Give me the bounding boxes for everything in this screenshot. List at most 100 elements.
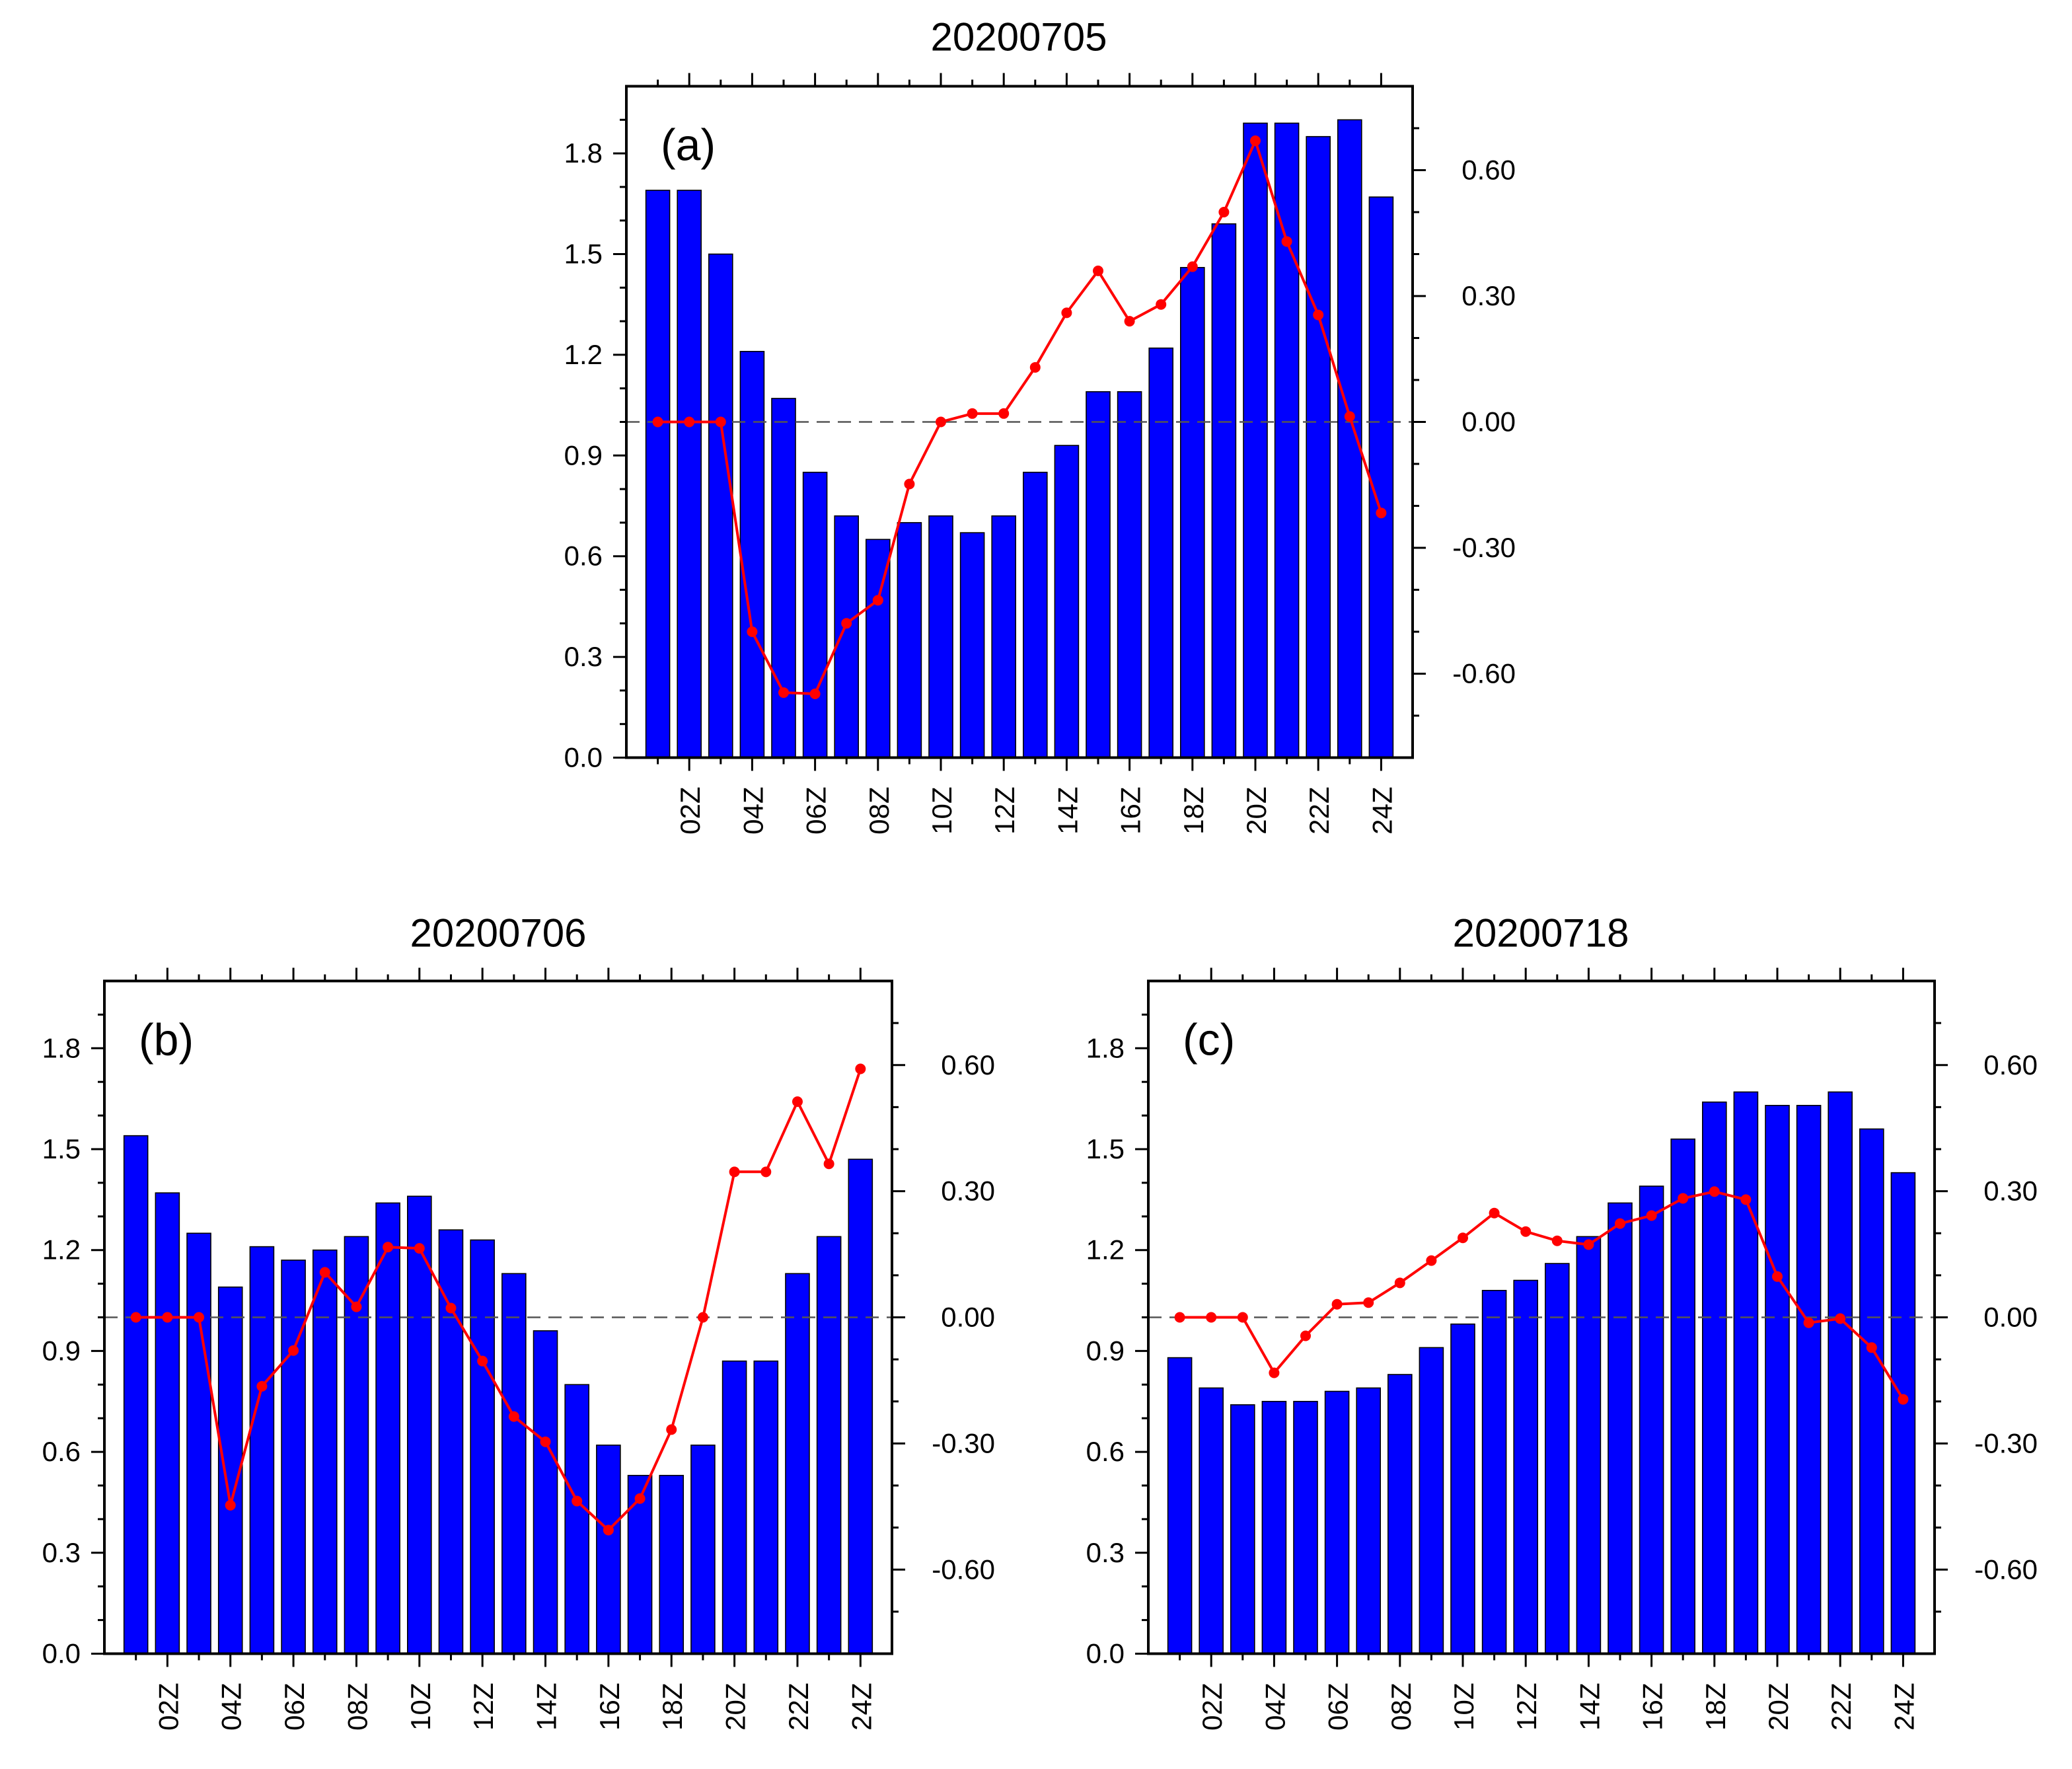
right-tick-label: 0.00 xyxy=(1462,406,1516,437)
bar-20Z xyxy=(722,1360,747,1655)
bar-13Z xyxy=(1023,471,1048,759)
line-point-05Z xyxy=(778,687,789,698)
line-point-18Z xyxy=(1187,261,1198,272)
line-point-23Z xyxy=(1344,411,1355,422)
right-tick-label: 0.30 xyxy=(941,1176,995,1207)
x-tick-label: 14Z xyxy=(1052,787,1083,835)
bar-01Z xyxy=(645,190,671,759)
x-tick-label: 18Z xyxy=(1700,1683,1731,1731)
bar-01Z xyxy=(123,1135,149,1655)
line-point-03Z xyxy=(1237,1312,1248,1323)
line-point-24Z xyxy=(1376,508,1387,519)
line-point-06Z xyxy=(288,1345,299,1356)
left-tick-label: 1.5 xyxy=(1086,1133,1125,1164)
left-tick-label: 1.2 xyxy=(42,1234,81,1265)
line-point-19Z xyxy=(1740,1194,1752,1205)
right-tick-label: -0.60 xyxy=(1452,658,1516,689)
left-tick-label: 1.5 xyxy=(564,239,603,270)
bar-19Z xyxy=(690,1445,716,1655)
left-tick-label: 0.9 xyxy=(1086,1335,1125,1366)
left-tick-label: 1.8 xyxy=(1086,1032,1125,1063)
x-tick-label: 12Z xyxy=(468,1683,499,1731)
bar-13Z xyxy=(501,1273,527,1655)
right-tick-label: 0.60 xyxy=(1983,1049,2038,1080)
bar-03Z xyxy=(708,253,733,759)
line-point-22Z xyxy=(792,1096,803,1108)
chart-title: 20200706 xyxy=(410,911,587,956)
x-tick-label: 02Z xyxy=(153,1683,184,1731)
bar-16Z xyxy=(1639,1186,1664,1655)
x-tick-label: 20Z xyxy=(720,1683,751,1731)
line-point-08Z xyxy=(872,595,883,606)
left-tick-label: 1.2 xyxy=(1086,1234,1125,1265)
line-point-10Z xyxy=(414,1243,425,1254)
chart-title: 20200705 xyxy=(931,15,1107,59)
line-point-11Z xyxy=(1489,1207,1500,1219)
bar-06Z xyxy=(1324,1390,1350,1655)
line-point-01Z xyxy=(652,416,663,428)
bar-21Z xyxy=(1274,122,1300,759)
line-point-22Z xyxy=(1835,1313,1846,1324)
x-tick-label: 02Z xyxy=(675,787,706,835)
x-tick-label: 16Z xyxy=(1637,1683,1668,1731)
x-tick-label: 24Z xyxy=(1366,787,1397,835)
left-tick-label: 0.0 xyxy=(564,742,603,773)
x-tick-label: 08Z xyxy=(342,1683,373,1731)
left-tick-label: 0.3 xyxy=(564,641,603,672)
x-tick-label: 24Z xyxy=(846,1683,877,1731)
bar-06Z xyxy=(802,471,828,759)
right-tick-label: -0.30 xyxy=(1452,532,1516,563)
bar-15Z xyxy=(1086,391,1111,759)
right-tick-label: 0.00 xyxy=(941,1302,995,1333)
line-point-09Z xyxy=(383,1242,394,1253)
panel-a: 20200705 0.0 0.3 0.6 0.9 1.2 1.5 1.8 -0.60 -0.30 0… xyxy=(564,15,1516,835)
line-series xyxy=(135,1068,862,1532)
line-point-24Z xyxy=(855,1063,866,1074)
line-point-02Z xyxy=(162,1312,173,1323)
line-point-18Z xyxy=(1709,1186,1720,1197)
bar-17Z xyxy=(1148,347,1173,759)
x-tick-label: 04Z xyxy=(1259,1683,1290,1731)
bar-18Z xyxy=(1702,1101,1727,1655)
x-tick-label: 22Z xyxy=(1304,787,1335,835)
x-tick-label: 04Z xyxy=(216,1683,247,1731)
line-point-18Z xyxy=(666,1424,677,1435)
line-point-01Z xyxy=(130,1312,141,1323)
line-point-16Z xyxy=(1646,1210,1657,1221)
bar-05Z xyxy=(1293,1400,1318,1655)
left-tick-label: 1.2 xyxy=(564,339,603,370)
line-point-19Z xyxy=(1218,207,1230,217)
panel-c: 20200718 0.0 0.3 0.6 0.9 1.2 1.5 1.8 -0.60 -0.30 0… xyxy=(1086,911,2038,1731)
bar-14Z xyxy=(533,1330,558,1655)
bar-10Z xyxy=(1450,1323,1475,1655)
bar-23Z xyxy=(1859,1128,1884,1655)
line-point-07Z xyxy=(1363,1297,1374,1308)
line-point-13Z xyxy=(1551,1235,1563,1246)
left-tick-label: 1.5 xyxy=(42,1133,81,1164)
bar-24Z xyxy=(848,1158,873,1655)
bar-02Z xyxy=(155,1192,180,1655)
line-point-17Z xyxy=(1678,1193,1689,1204)
right-tick-label: 0.60 xyxy=(1462,155,1516,186)
x-tick-label: 10Z xyxy=(926,787,957,835)
bar-07Z xyxy=(1356,1387,1381,1655)
line-point-17Z xyxy=(634,1493,646,1504)
bar-23Z xyxy=(816,1236,842,1655)
line-point-02Z xyxy=(1206,1312,1217,1323)
line-point-22Z xyxy=(1313,309,1324,320)
bar-15Z xyxy=(564,1384,590,1655)
right-tick-label: 0.60 xyxy=(941,1049,995,1080)
bar-14Z xyxy=(1054,445,1080,759)
bar-17Z xyxy=(1670,1138,1695,1655)
bar-22Z xyxy=(1828,1091,1853,1655)
x-tick-label: 16Z xyxy=(594,1683,625,1731)
right-tick-label: -0.60 xyxy=(1974,1554,2038,1585)
bar-12Z xyxy=(1513,1279,1538,1655)
line-point-08Z xyxy=(1394,1277,1405,1289)
x-tick-label: 20Z xyxy=(1241,787,1272,835)
line-point-13Z xyxy=(1029,361,1041,373)
bar-12Z xyxy=(991,515,1016,759)
line-point-24Z xyxy=(1898,1394,1909,1405)
right-tick-label: -0.30 xyxy=(932,1427,995,1458)
left-tick-label: 0.6 xyxy=(564,541,603,572)
